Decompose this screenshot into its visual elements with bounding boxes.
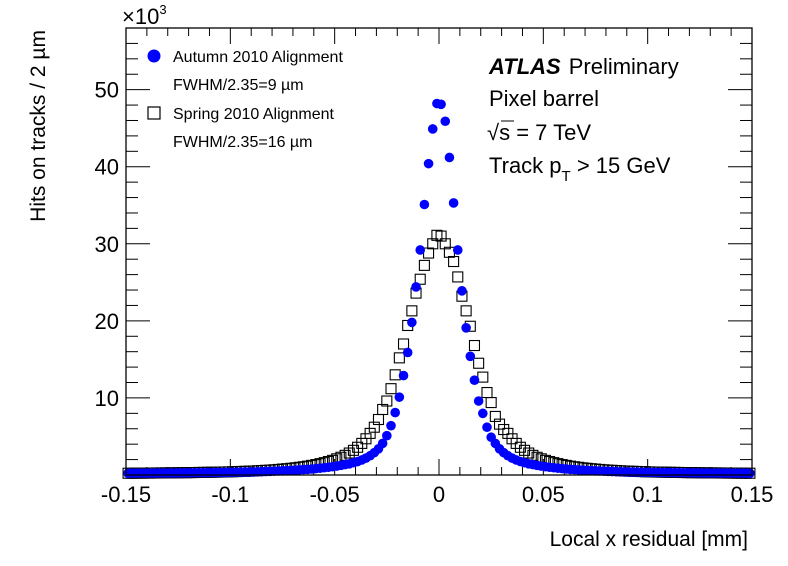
spring-point — [485, 397, 497, 409]
legend-subtitle-spring: FWHM/2.35=16 µm — [173, 134, 312, 151]
x-tick-label: -0.1 — [211, 482, 249, 507]
legend-label-autumn: Autumn 2010 Alignment — [173, 49, 343, 66]
y-tick-labels: 10 20 30 40 50 — [95, 78, 119, 411]
track-cut-label: Track pT > 15 GeV — [489, 153, 671, 185]
spring-point — [489, 410, 501, 422]
y-axis-label: Hits on tracks / 2 µm — [27, 30, 50, 222]
autumn-point — [452, 245, 463, 255]
data-points — [122, 98, 756, 479]
x-tick-label: 0 — [433, 482, 445, 507]
annotation-block: ATLAS Preliminary Pixel barrel √s = 7 TeV… — [487, 54, 679, 185]
spring-point — [431, 229, 443, 241]
spring-point — [393, 352, 405, 364]
spring-point — [423, 247, 435, 259]
autumn-point — [390, 407, 400, 418]
autumn-point — [478, 408, 488, 419]
spring-point — [418, 259, 430, 271]
spring-point — [352, 441, 364, 453]
legend-marker-autumn — [147, 49, 161, 63]
spring-point — [377, 403, 389, 416]
plot-frame — [125, 27, 753, 476]
x-axis-label: Local x residual [mm] — [550, 528, 748, 551]
legend-label-spring: Spring 2010 Alignment — [173, 106, 335, 123]
spring-point — [473, 357, 485, 369]
spring-point — [510, 437, 522, 449]
spring-point — [427, 238, 439, 250]
autumn-point — [402, 347, 413, 358]
autumn-point — [440, 116, 451, 127]
spring-point — [397, 338, 410, 350]
spring-point — [460, 305, 472, 317]
autumn-point — [427, 124, 438, 134]
autumn-point — [436, 99, 446, 110]
autumn-point — [469, 375, 480, 386]
spring-point — [514, 441, 526, 453]
autumn-point — [415, 245, 426, 255]
autumn-point — [407, 317, 417, 328]
spring-point — [368, 421, 380, 433]
atlas-label: ATLAS Preliminary — [488, 54, 679, 79]
y-tick-label: 20 — [95, 309, 119, 334]
legend: Autumn 2010 Alignment FWHM/2.35=9 µm Spr… — [147, 49, 343, 151]
legend-subtitle-autumn: FWHM/2.35=9 µm — [173, 77, 304, 94]
y-multiplier: ×103 — [122, 2, 167, 29]
autumn-point — [419, 199, 430, 210]
y-tick-label: 40 — [95, 155, 119, 180]
autumn-point — [473, 396, 484, 406]
spring-point — [468, 339, 481, 352]
spring-point — [406, 305, 418, 317]
autumn-point — [482, 422, 492, 433]
detector-label: Pixel barrel — [489, 86, 599, 111]
x-tick-label: -0.05 — [310, 482, 360, 507]
spring-point — [343, 447, 355, 459]
autumn-point — [382, 430, 392, 441]
spring-point — [439, 238, 451, 250]
y-tick-label: 50 — [95, 78, 119, 103]
x-tick-label: 0.15 — [731, 482, 774, 507]
spring-point — [443, 246, 455, 258]
axis-ticks — [125, 27, 753, 476]
autumn-point — [394, 392, 405, 402]
autumn-point — [377, 438, 388, 449]
autumn-point — [745, 468, 755, 479]
spring-point — [448, 255, 460, 268]
y-tick-label: 30 — [95, 232, 119, 257]
autumn-point — [386, 420, 396, 431]
x-tick-label: 0.1 — [632, 482, 663, 507]
spring-point — [372, 413, 385, 426]
x-tick-label: -0.15 — [101, 482, 151, 507]
spring-point — [435, 230, 447, 242]
spring-point — [414, 273, 426, 285]
spring-point — [364, 427, 376, 439]
autumn-point — [423, 158, 434, 169]
autumn-point — [461, 322, 471, 333]
autumn-point — [411, 282, 421, 292]
energy-label: √s = 7 TeV — [487, 120, 591, 145]
spring-point — [477, 371, 489, 383]
y-tick-label: 10 — [95, 386, 119, 411]
autumn-point — [398, 370, 409, 381]
spring-point — [498, 423, 510, 436]
spring-point — [523, 447, 535, 459]
spring-point — [381, 395, 393, 407]
autumn-point — [457, 286, 467, 296]
legend-marker-spring — [147, 106, 161, 120]
spring-point — [481, 386, 493, 399]
autumn-point — [465, 351, 476, 362]
autumn-point — [448, 198, 459, 208]
x-tick-label: 0.05 — [522, 482, 565, 507]
autumn-point — [444, 152, 455, 163]
spring-point — [452, 271, 464, 283]
spring-point — [347, 444, 359, 456]
x-tick-labels: -0.15 -0.1 -0.05 0 0.05 0.1 0.15 — [101, 482, 773, 507]
spring-point — [385, 383, 397, 395]
spring-point — [389, 369, 401, 381]
